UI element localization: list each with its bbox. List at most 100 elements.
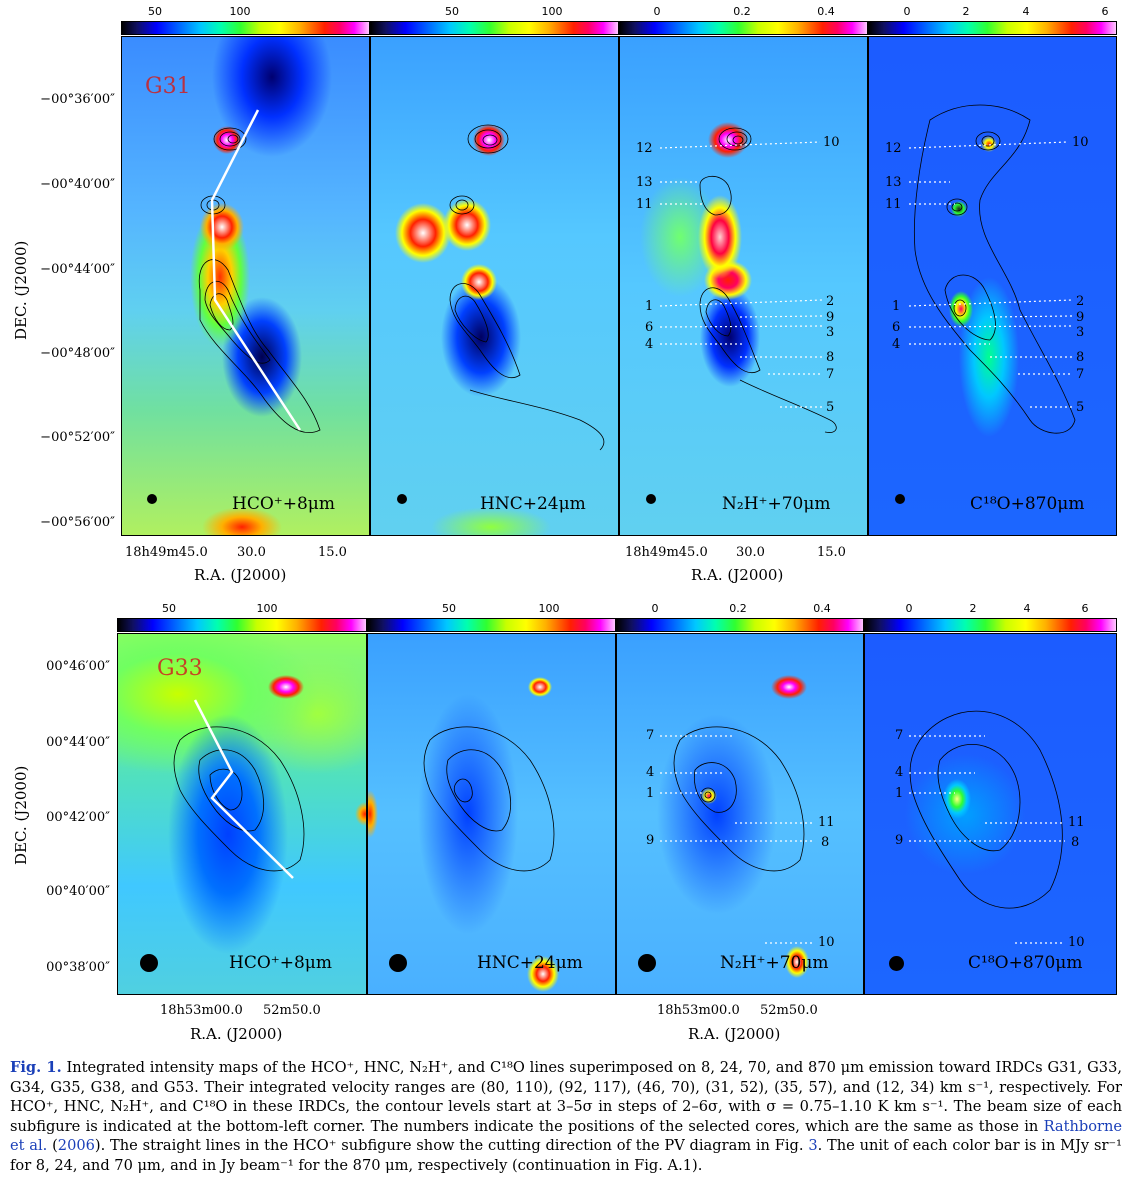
ra-label: 18h53m00.0 bbox=[657, 1003, 740, 1018]
core-number: 9 bbox=[826, 310, 835, 325]
panel-label: HNC+24μm bbox=[477, 953, 583, 973]
citation-link[interactable]: Rathborne et al. bbox=[10, 1117, 1122, 1155]
core-number: 9 bbox=[646, 833, 655, 848]
beam-marker bbox=[895, 494, 905, 504]
contours-top-3 bbox=[699, 127, 837, 433]
dec-label: −00°36′00″ bbox=[40, 92, 115, 107]
core-number: 3 bbox=[826, 325, 835, 340]
cbar-tick: 50 bbox=[442, 602, 456, 615]
contours-top-2 bbox=[449, 124, 605, 451]
core-number: 6 bbox=[645, 320, 654, 335]
core-number: 10 bbox=[818, 935, 835, 950]
panel-hnc-24um-g31 bbox=[370, 36, 619, 536]
contours-top-4 bbox=[913, 104, 1076, 434]
dec-label: 00°38′00″ bbox=[46, 960, 110, 975]
cbar-tick: 4 bbox=[1023, 602, 1031, 615]
ra-label: 18h49m45.0 bbox=[625, 545, 708, 560]
panel-label: N₂H⁺+70μm bbox=[722, 494, 831, 514]
cbar-tick: 0.2 bbox=[729, 602, 747, 615]
colorbar-bottom-4 bbox=[864, 618, 1117, 632]
core-number: 3 bbox=[1076, 325, 1085, 340]
citation-year-link[interactable]: 2006 bbox=[57, 1137, 95, 1154]
contours-bottom-2 bbox=[423, 726, 555, 872]
cbar-tick: 0.4 bbox=[813, 602, 831, 615]
core-number: 1 bbox=[646, 786, 655, 801]
contours-bottom-1 bbox=[173, 726, 305, 872]
panel-label: C¹⁸O+870μm bbox=[968, 953, 1083, 973]
contours-top-1 bbox=[198, 127, 321, 433]
ra-label: 30.0 bbox=[736, 545, 765, 560]
cbar-tick: 50 bbox=[162, 602, 176, 615]
core-number: 9 bbox=[895, 833, 904, 848]
core-number: 11 bbox=[885, 197, 902, 212]
core-number: 7 bbox=[826, 367, 835, 382]
cbar-tick: 2 bbox=[969, 602, 977, 615]
dec-label: 00°42′00″ bbox=[46, 810, 110, 825]
irdc-name-label: G33 bbox=[157, 656, 203, 681]
figure-overlay bbox=[173, 104, 1076, 909]
colorbar-bottom-1 bbox=[117, 618, 367, 632]
beam-marker bbox=[140, 954, 158, 972]
core-number: 6 bbox=[892, 320, 901, 335]
cbar-tick: 50 bbox=[148, 5, 162, 18]
core-number: 13 bbox=[885, 175, 902, 190]
beam-marker bbox=[397, 494, 407, 504]
dec-label: −00°48′00″ bbox=[40, 346, 115, 361]
cbar-tick: 0.4 bbox=[817, 5, 835, 18]
ra-label: 15.0 bbox=[318, 545, 347, 560]
cbar-tick: 100 bbox=[541, 5, 563, 18]
ra-axis-title: R.A. (J2000) bbox=[688, 1025, 781, 1043]
dec-label: 00°44′00″ bbox=[46, 735, 110, 750]
core-number: 1 bbox=[895, 786, 904, 801]
ra-label: 52m50.0 bbox=[263, 1003, 321, 1018]
irdc-name-label: G31 bbox=[145, 74, 191, 99]
cbar-tick: 4 bbox=[1022, 5, 1030, 18]
panel-label: HCO⁺+8μm bbox=[229, 953, 332, 973]
pv-cut-line-g33 bbox=[193, 699, 294, 879]
core-number: 11 bbox=[1068, 815, 1085, 830]
panel-hnc-24um-g33 bbox=[367, 633, 616, 995]
cbar-tick: 0.2 bbox=[733, 5, 751, 18]
core-number: 10 bbox=[1072, 135, 1089, 150]
core-number: 1 bbox=[892, 299, 901, 314]
panel-n2h-70um-g33 bbox=[616, 633, 864, 995]
dec-label: 00°46′00″ bbox=[46, 659, 110, 674]
beam-marker bbox=[389, 954, 407, 972]
colorbar-top-3 bbox=[619, 21, 868, 35]
cbar-tick: 50 bbox=[445, 5, 459, 18]
ra-label: 18h49m45.0 bbox=[125, 545, 208, 560]
core-number: 2 bbox=[1076, 294, 1085, 309]
core-number: 11 bbox=[818, 815, 835, 830]
core-number: 12 bbox=[885, 141, 902, 156]
core-number: 1 bbox=[645, 299, 654, 314]
beam-marker bbox=[147, 494, 157, 504]
cbar-tick: 0 bbox=[653, 5, 661, 18]
caption-text: . The unit of each color bar is in MJy s… bbox=[10, 1137, 1122, 1174]
core-number: 2 bbox=[826, 294, 835, 309]
core-number: 12 bbox=[636, 141, 653, 156]
colorbar-bottom-3 bbox=[616, 618, 864, 632]
cbar-tick: 0 bbox=[651, 602, 659, 615]
figure-ref-link[interactable]: 3 bbox=[808, 1137, 818, 1154]
core-number: 8 bbox=[821, 835, 830, 850]
caption-text: ( bbox=[47, 1137, 58, 1154]
core-number: 4 bbox=[646, 765, 655, 780]
beam-marker bbox=[646, 494, 656, 504]
dec-label: −00°40′00″ bbox=[40, 177, 115, 192]
core-number: 7 bbox=[1076, 367, 1085, 382]
caption-text: Integrated intensity maps of the HCO⁺, H… bbox=[10, 1059, 1122, 1135]
core-number: 7 bbox=[895, 728, 904, 743]
ra-axis-title: R.A. (J2000) bbox=[190, 1025, 283, 1043]
panel-hco-8um-g31 bbox=[121, 36, 370, 536]
cbar-tick: 0 bbox=[905, 602, 913, 615]
beam-marker bbox=[638, 954, 656, 972]
ra-axis-title: R.A. (J2000) bbox=[691, 566, 784, 584]
ra-label: 52m50.0 bbox=[760, 1003, 818, 1018]
contours-bottom-4 bbox=[909, 710, 1063, 909]
core-number: 7 bbox=[646, 728, 655, 743]
panel-label: N₂H⁺+70μm bbox=[720, 953, 829, 973]
core-number: 4 bbox=[892, 337, 901, 352]
core-number: 8 bbox=[1071, 835, 1080, 850]
cbar-tick: 2 bbox=[962, 5, 970, 18]
colorbar-top-1 bbox=[121, 21, 370, 35]
